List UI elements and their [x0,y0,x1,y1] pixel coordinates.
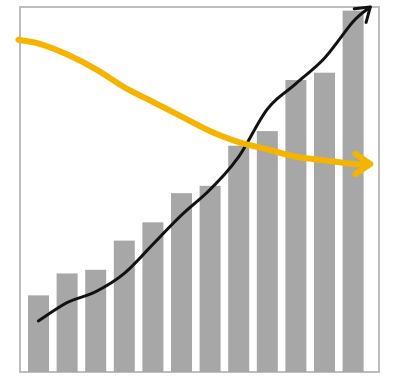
bar [285,80,307,372]
bar [342,10,364,373]
bar [113,240,135,372]
bar [85,269,107,372]
bar [56,273,78,372]
decline-arrowhead [352,150,374,178]
bar [142,222,164,372]
trend-arrowhead [352,5,372,24]
bar [256,131,278,372]
trend-line [37,5,372,323]
bar [171,193,192,372]
bar [314,72,335,372]
bar [199,185,221,372]
plot-frame [19,6,380,373]
decline-line [15,36,374,168]
bar [28,295,49,372]
bar [228,145,250,372]
